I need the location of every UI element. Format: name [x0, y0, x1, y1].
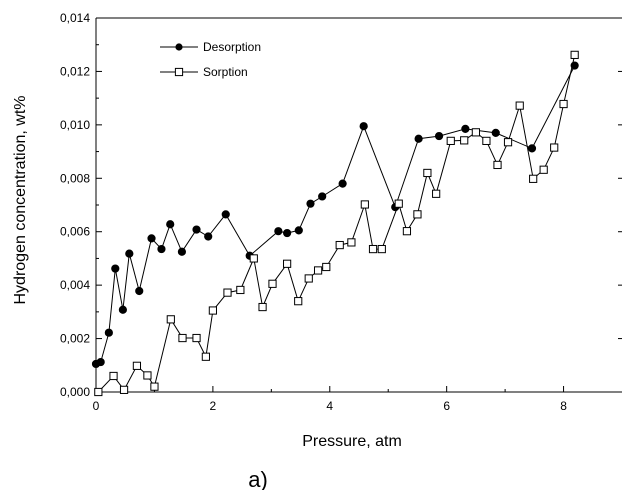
x-axis-title: Pressure, atm	[302, 433, 402, 450]
desorption-point	[147, 234, 156, 243]
sorption-point	[335, 240, 344, 250]
sorption-point	[471, 128, 480, 137]
desorption-point	[414, 134, 423, 143]
series-desorption	[91, 61, 579, 369]
sorption-point	[143, 371, 152, 380]
desorption-point	[461, 124, 470, 133]
sorption-point	[460, 136, 469, 145]
desorption-point	[166, 220, 175, 229]
x-tick-label: 0	[93, 399, 100, 413]
x-tick-label: 8	[560, 399, 567, 413]
sorption-point	[482, 136, 491, 145]
desorption-point	[359, 122, 368, 131]
sorption-point	[249, 254, 258, 263]
sorption-point	[294, 297, 303, 306]
desorption-point	[104, 328, 113, 337]
legend-marker-desorption	[175, 43, 183, 51]
y-tick-label: 0,014	[60, 11, 90, 25]
chart-series	[91, 50, 579, 397]
sorption-point	[223, 288, 232, 297]
sorption-point	[178, 333, 187, 343]
desorption-point	[157, 244, 166, 254]
sorption-point	[413, 210, 422, 219]
desorption-point	[318, 192, 327, 201]
sorption-point	[539, 165, 548, 174]
chart-axes: 0 2 4 6 8 0,000 0,002 0,004 0,006 0,008 0,010 0,012…	[60, 11, 622, 413]
desorption-point	[274, 227, 283, 236]
desorption-point	[118, 305, 127, 314]
sorption-point	[446, 136, 455, 145]
sorption-point	[515, 101, 524, 110]
desorption-point	[527, 144, 537, 153]
desorption-point	[111, 264, 120, 273]
sorption-point	[377, 244, 386, 254]
sorption-point	[570, 50, 579, 59]
sorption-point	[201, 352, 210, 361]
sorption-point	[402, 227, 412, 236]
desorption-point	[192, 225, 201, 234]
sorption-point	[368, 244, 378, 254]
legend-label-sorption: Sorption	[203, 65, 248, 79]
sorption-point	[304, 274, 313, 283]
y-axis-title: Hydrogen concentration, wt%	[12, 96, 29, 305]
desorption-point	[338, 179, 347, 188]
sorption-point	[132, 361, 142, 370]
desorption-point	[96, 357, 105, 367]
desorption-point	[434, 131, 444, 141]
y-tick-label: 0,012	[60, 64, 90, 78]
sorption-point	[236, 285, 245, 295]
legend-marker-sorption	[174, 67, 184, 77]
sorption-point	[268, 279, 277, 288]
y-tick-label: 0,002	[60, 332, 90, 346]
desorption-point	[177, 247, 187, 256]
desorption-point	[125, 249, 134, 258]
sorption-point	[313, 266, 323, 275]
sorption-point	[550, 143, 559, 152]
y-tick-label: 0,000	[60, 385, 90, 399]
desorption-point	[135, 286, 144, 296]
series-sorption	[94, 50, 579, 397]
chart-legend: Desorption Sorption	[160, 40, 261, 79]
sorption-point	[258, 302, 267, 312]
desorption-point	[306, 199, 315, 208]
x-tick-label: 6	[443, 399, 450, 413]
legend-label-desorption: Desorption	[203, 40, 261, 54]
y-tick-label: 0,004	[60, 278, 90, 292]
sorption-point	[208, 306, 217, 315]
sorption-point	[503, 138, 513, 147]
sorption-point	[322, 262, 331, 272]
sorption-point	[360, 200, 369, 209]
y-tick-label: 0,006	[60, 225, 90, 239]
sorption-point	[347, 238, 356, 247]
desorption-point	[221, 210, 230, 219]
sorption-point	[394, 199, 403, 208]
x-tick-label: 2	[210, 399, 217, 413]
sorption-point	[150, 382, 159, 391]
desorption-point	[283, 228, 292, 238]
y-tick-label: 0,010	[60, 118, 90, 132]
sorption-point	[559, 99, 568, 109]
desorption-point	[491, 128, 500, 137]
sorption-point	[283, 259, 292, 268]
desorption-point	[294, 226, 303, 235]
figure-caption: a)	[248, 467, 268, 490]
y-tick-label: 0,008	[60, 171, 90, 185]
sorption-point	[493, 160, 502, 170]
sorption-point	[166, 315, 175, 324]
sorption-point	[432, 189, 441, 198]
sorption-point	[423, 168, 432, 178]
sorption-point	[119, 385, 129, 394]
desorption-point	[204, 232, 213, 241]
x-tick-label: 4	[326, 399, 333, 413]
sorption-point	[109, 371, 118, 381]
sorption-point	[192, 333, 201, 343]
sorption-point	[94, 387, 103, 397]
sorption-point	[529, 174, 538, 183]
